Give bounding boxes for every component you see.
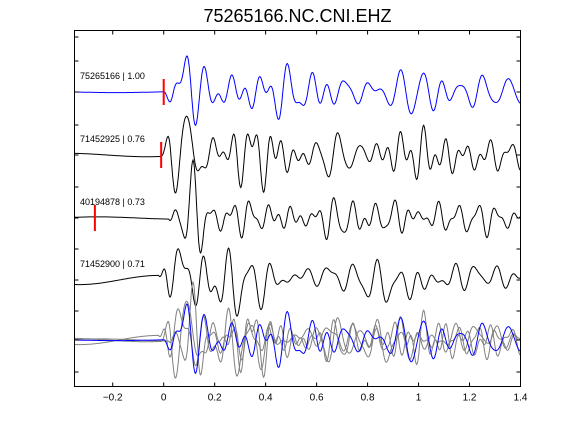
x-tick-label-5: 0.6 xyxy=(310,393,324,404)
trace-label-1: 75265166 | 1.00 xyxy=(80,71,145,81)
x-tick-label-7: 1 xyxy=(416,393,422,404)
trace-label-4: 71452900 | 0.71 xyxy=(80,259,145,269)
overlay-trace-4 xyxy=(74,307,521,377)
x-tick-label-4: 0.4 xyxy=(259,393,273,404)
pick-markers-group xyxy=(93,79,165,231)
axes-group: −0.2 0 0.2 0.4 0.6 0.8 1 1.2 1.4 xyxy=(74,30,528,404)
trace-labels-group: 75265166 | 1.00 71452925 | 0.76 40194878 |… xyxy=(80,71,145,269)
trace-line-1 xyxy=(74,55,521,127)
plot-frame xyxy=(74,30,521,387)
trace-label-2: 71452925 | 0.76 xyxy=(80,134,145,144)
x-tick-label-2: 0 xyxy=(161,393,167,404)
x-tick-label-9: 1.4 xyxy=(514,393,528,404)
overlay-trace-1 xyxy=(74,303,521,375)
x-tick-label-3: 0.2 xyxy=(208,393,222,404)
x-tick-label-6: 0.8 xyxy=(361,393,375,404)
trace-label-3: 40194878 | 0.73 xyxy=(80,197,145,207)
x-tick-label-8: 1.2 xyxy=(463,393,477,404)
trace-line-3 xyxy=(74,158,521,254)
overlay-trace-2 xyxy=(74,300,521,379)
chart-title: 75265166.NC.CNI.EHZ xyxy=(203,6,391,26)
trace-line-2 xyxy=(74,115,521,194)
x-tick-label-1: −0.2 xyxy=(103,393,123,404)
trace-line-4 xyxy=(74,247,521,317)
traces-group xyxy=(74,55,521,379)
